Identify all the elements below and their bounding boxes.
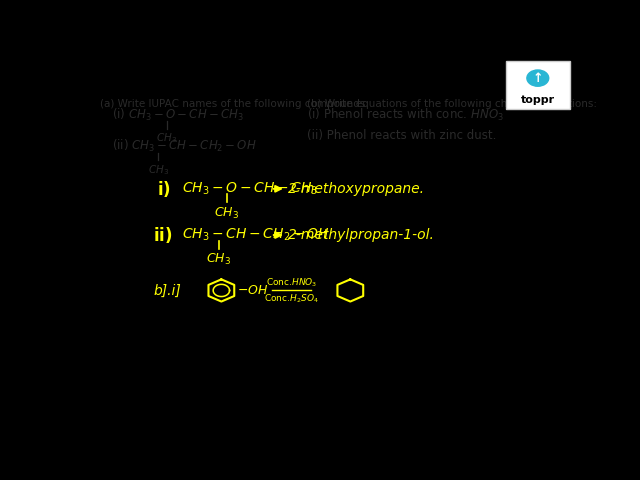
Text: $CH_3-O-CH - CH_3$: $CH_3-O-CH - CH_3$ [182, 180, 318, 197]
Text: Conc.$HNO_3$: Conc.$HNO_3$ [266, 276, 317, 288]
Text: toppr: toppr [521, 95, 555, 105]
Text: 2-methylpropan-1-ol.: 2-methylpropan-1-ol. [288, 228, 435, 242]
Text: $CH_3$: $CH_3$ [214, 205, 239, 220]
Circle shape [527, 70, 548, 86]
Text: $CH_3$: $CH_3$ [148, 163, 169, 177]
Text: 2-methoxypropane.: 2-methoxypropane. [288, 182, 426, 196]
FancyBboxPatch shape [506, 61, 570, 109]
Text: b].i]: b].i] [154, 284, 181, 298]
Text: $-OH$: $-OH$ [237, 284, 269, 297]
Text: $CH_3-CH - CH_2-OH$: $CH_3-CH - CH_2-OH$ [182, 227, 330, 243]
Text: $CH_3$: $CH_3$ [156, 132, 177, 145]
Text: (b) Write equations of the following chemical reactions:: (b) Write equations of the following che… [307, 99, 596, 109]
Text: Conc.$H_2SO_4$: Conc.$H_2SO_4$ [264, 292, 319, 305]
Text: $\mathbf{ii)}$: $\mathbf{ii)}$ [154, 225, 173, 245]
Text: (ii) Phenol reacts with zinc dust.: (ii) Phenol reacts with zinc dust. [307, 129, 496, 142]
Text: $CH_3$: $CH_3$ [206, 252, 232, 267]
Text: (a) Write IUPAC names of the following compounds:: (a) Write IUPAC names of the following c… [100, 99, 369, 109]
Text: (i) Phenol reacts with conc. $HNO_3$: (i) Phenol reacts with conc. $HNO_3$ [307, 107, 504, 123]
Text: ↑: ↑ [532, 72, 543, 84]
Text: (i) $CH_3 - O - CH - CH_3$: (i) $CH_3 - O - CH - CH_3$ [112, 107, 244, 123]
Text: (ii) $CH_3 - CH - CH_2 - OH$: (ii) $CH_3 - CH - CH_2 - OH$ [112, 138, 257, 155]
Text: $\mathbf{i)}$: $\mathbf{i)}$ [157, 179, 171, 199]
